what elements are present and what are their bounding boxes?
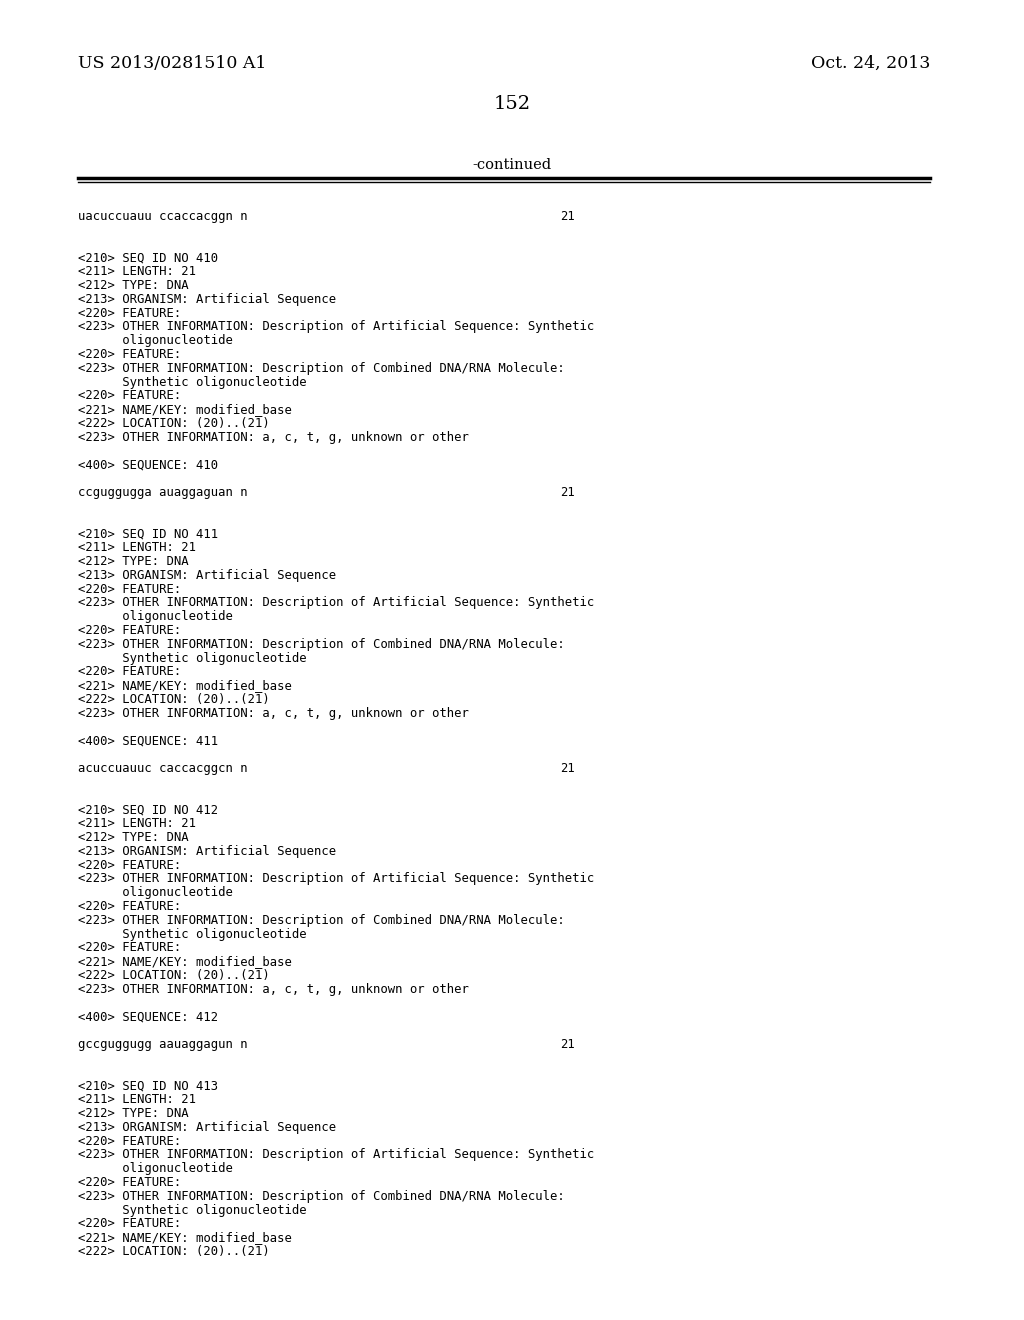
Text: <220> FEATURE:: <220> FEATURE: (78, 582, 181, 595)
Text: oligonucleotide: oligonucleotide (78, 610, 232, 623)
Text: <220> FEATURE:: <220> FEATURE: (78, 1135, 181, 1147)
Text: <223> OTHER INFORMATION: a, c, t, g, unknown or other: <223> OTHER INFORMATION: a, c, t, g, unk… (78, 430, 469, 444)
Text: uacuccuauu ccaccacggn n: uacuccuauu ccaccacggn n (78, 210, 248, 223)
Text: <213> ORGANISM: Artificial Sequence: <213> ORGANISM: Artificial Sequence (78, 1121, 336, 1134)
Text: <220> FEATURE:: <220> FEATURE: (78, 941, 181, 954)
Text: oligonucleotide: oligonucleotide (78, 334, 232, 347)
Text: <211> LENGTH: 21: <211> LENGTH: 21 (78, 1093, 196, 1106)
Text: <223> OTHER INFORMATION: Description of Artificial Sequence: Synthetic: <223> OTHER INFORMATION: Description of … (78, 321, 594, 334)
Text: <210> SEQ ID NO 413: <210> SEQ ID NO 413 (78, 1080, 218, 1093)
Text: <212> TYPE: DNA: <212> TYPE: DNA (78, 1107, 188, 1119)
Text: <221> NAME/KEY: modified_base: <221> NAME/KEY: modified_base (78, 956, 292, 968)
Text: <211> LENGTH: 21: <211> LENGTH: 21 (78, 265, 196, 279)
Text: <210> SEQ ID NO 410: <210> SEQ ID NO 410 (78, 251, 218, 264)
Text: oligonucleotide: oligonucleotide (78, 886, 232, 899)
Text: <223> OTHER INFORMATION: Description of Artificial Sequence: Synthetic: <223> OTHER INFORMATION: Description of … (78, 1148, 594, 1162)
Text: <223> OTHER INFORMATION: Description of Artificial Sequence: Synthetic: <223> OTHER INFORMATION: Description of … (78, 873, 594, 886)
Text: <223> OTHER INFORMATION: Description of Artificial Sequence: Synthetic: <223> OTHER INFORMATION: Description of … (78, 597, 594, 610)
Text: Synthetic oligonucleotide: Synthetic oligonucleotide (78, 376, 306, 388)
Text: <223> OTHER INFORMATION: Description of Combined DNA/RNA Molecule:: <223> OTHER INFORMATION: Description of … (78, 1189, 565, 1203)
Text: <221> NAME/KEY: modified_base: <221> NAME/KEY: modified_base (78, 403, 292, 416)
Text: oligonucleotide: oligonucleotide (78, 1162, 232, 1175)
Text: gccguggugg aauaggagun n: gccguggugg aauaggagun n (78, 1038, 248, 1051)
Text: <213> ORGANISM: Artificial Sequence: <213> ORGANISM: Artificial Sequence (78, 845, 336, 858)
Text: Synthetic oligonucleotide: Synthetic oligonucleotide (78, 1204, 306, 1217)
Text: <211> LENGTH: 21: <211> LENGTH: 21 (78, 817, 196, 830)
Text: <400> SEQUENCE: 412: <400> SEQUENCE: 412 (78, 1010, 218, 1023)
Text: <221> NAME/KEY: modified_base: <221> NAME/KEY: modified_base (78, 680, 292, 692)
Text: <400> SEQUENCE: 410: <400> SEQUENCE: 410 (78, 458, 218, 471)
Text: <223> OTHER INFORMATION: Description of Combined DNA/RNA Molecule:: <223> OTHER INFORMATION: Description of … (78, 362, 565, 375)
Text: <220> FEATURE:: <220> FEATURE: (78, 1217, 181, 1230)
Text: 21: 21 (560, 486, 574, 499)
Text: <223> OTHER INFORMATION: a, c, t, g, unknown or other: <223> OTHER INFORMATION: a, c, t, g, unk… (78, 706, 469, 719)
Text: <220> FEATURE:: <220> FEATURE: (78, 389, 181, 403)
Text: <212> TYPE: DNA: <212> TYPE: DNA (78, 279, 188, 292)
Text: <220> FEATURE:: <220> FEATURE: (78, 900, 181, 913)
Text: <221> NAME/KEY: modified_base: <221> NAME/KEY: modified_base (78, 1232, 292, 1245)
Text: ccguggugga auaggaguan n: ccguggugga auaggaguan n (78, 486, 248, 499)
Text: <223> OTHER INFORMATION: a, c, t, g, unknown or other: <223> OTHER INFORMATION: a, c, t, g, unk… (78, 983, 469, 995)
Text: acuccuauuc caccacggcn n: acuccuauuc caccacggcn n (78, 762, 248, 775)
Text: <222> LOCATION: (20)..(21): <222> LOCATION: (20)..(21) (78, 1245, 269, 1258)
Text: Synthetic oligonucleotide: Synthetic oligonucleotide (78, 928, 306, 941)
Text: <223> OTHER INFORMATION: Description of Combined DNA/RNA Molecule:: <223> OTHER INFORMATION: Description of … (78, 638, 565, 651)
Text: <220> FEATURE:: <220> FEATURE: (78, 858, 181, 871)
Text: <400> SEQUENCE: 411: <400> SEQUENCE: 411 (78, 734, 218, 747)
Text: 21: 21 (560, 210, 574, 223)
Text: <210> SEQ ID NO 412: <210> SEQ ID NO 412 (78, 804, 218, 816)
Text: <213> ORGANISM: Artificial Sequence: <213> ORGANISM: Artificial Sequence (78, 569, 336, 582)
Text: -continued: -continued (472, 158, 552, 172)
Text: Oct. 24, 2013: Oct. 24, 2013 (811, 55, 930, 73)
Text: <222> LOCATION: (20)..(21): <222> LOCATION: (20)..(21) (78, 693, 269, 706)
Text: <220> FEATURE:: <220> FEATURE: (78, 1176, 181, 1189)
Text: <220> FEATURE:: <220> FEATURE: (78, 624, 181, 638)
Text: <220> FEATURE:: <220> FEATURE: (78, 348, 181, 360)
Text: 21: 21 (560, 1038, 574, 1051)
Text: Synthetic oligonucleotide: Synthetic oligonucleotide (78, 652, 306, 664)
Text: <211> LENGTH: 21: <211> LENGTH: 21 (78, 541, 196, 554)
Text: <222> LOCATION: (20)..(21): <222> LOCATION: (20)..(21) (78, 417, 269, 430)
Text: <220> FEATURE:: <220> FEATURE: (78, 306, 181, 319)
Text: US 2013/0281510 A1: US 2013/0281510 A1 (78, 55, 266, 73)
Text: <212> TYPE: DNA: <212> TYPE: DNA (78, 554, 188, 568)
Text: 152: 152 (494, 95, 530, 114)
Text: <222> LOCATION: (20)..(21): <222> LOCATION: (20)..(21) (78, 969, 269, 982)
Text: <210> SEQ ID NO 411: <210> SEQ ID NO 411 (78, 528, 218, 540)
Text: <212> TYPE: DNA: <212> TYPE: DNA (78, 832, 188, 843)
Text: <223> OTHER INFORMATION: Description of Combined DNA/RNA Molecule:: <223> OTHER INFORMATION: Description of … (78, 913, 565, 927)
Text: 21: 21 (560, 762, 574, 775)
Text: <213> ORGANISM: Artificial Sequence: <213> ORGANISM: Artificial Sequence (78, 293, 336, 306)
Text: <220> FEATURE:: <220> FEATURE: (78, 665, 181, 678)
